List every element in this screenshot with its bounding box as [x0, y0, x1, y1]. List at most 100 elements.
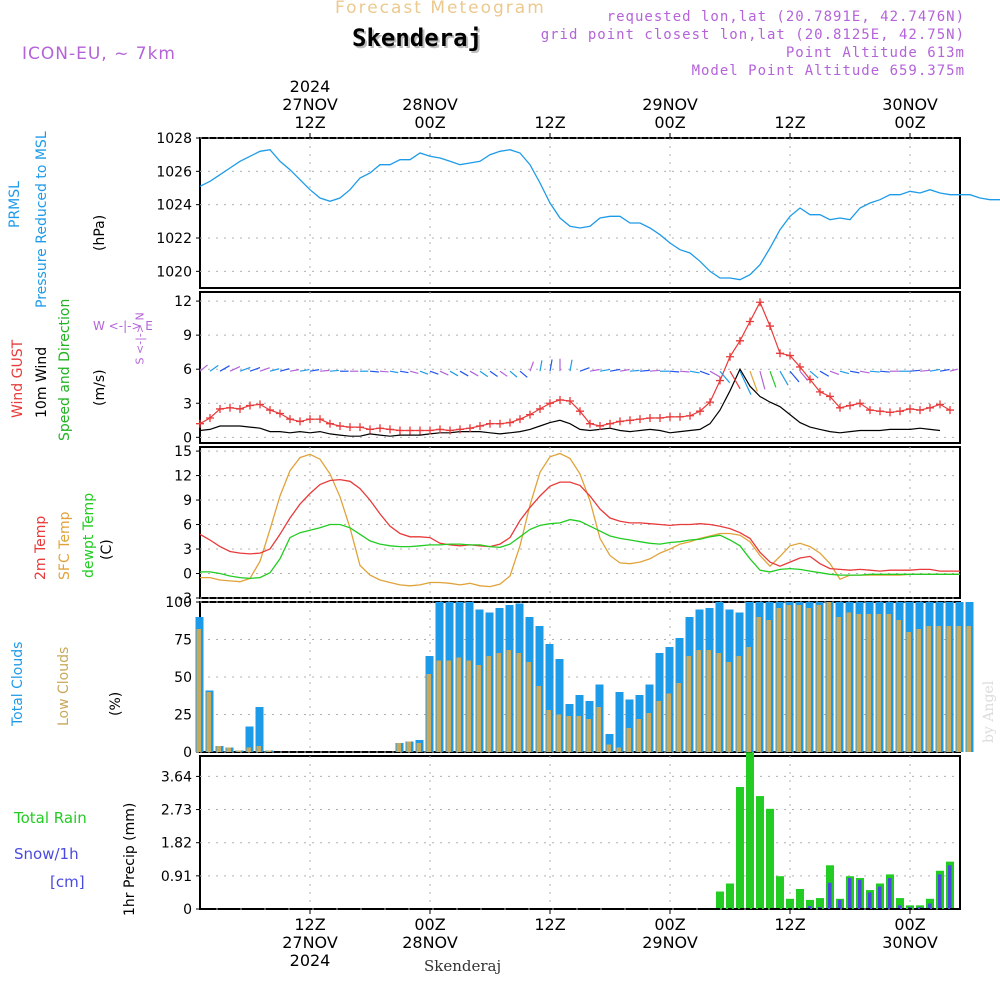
wind-ytick-label: 3: [183, 396, 192, 412]
wind-direction-arrow: [419, 370, 429, 375]
snow-bar: [828, 882, 832, 909]
wind-direction-arrow: [859, 370, 870, 374]
wind-direction-arrow: [929, 368, 941, 372]
low-clouds-bar: [886, 614, 891, 752]
wind-direction-arrow: [799, 370, 809, 381]
precip-total-label: Total Rain: [14, 809, 87, 827]
wind-direction-arrow: [839, 370, 850, 375]
wind-gust-marker: [506, 418, 514, 427]
wind-gust-marker: [416, 426, 424, 435]
wind-direction-arrow: [599, 368, 611, 372]
low-clouds-bar: [736, 656, 741, 752]
low-clouds-bar: [416, 743, 421, 752]
model-label: ICON-EU, ~ 7km: [22, 44, 176, 64]
wind-gust-marker: [856, 399, 864, 408]
low-clouds-bar: [756, 617, 761, 752]
clouds-ytick-label: 75: [174, 633, 192, 649]
low-clouds-bar: [806, 608, 811, 752]
wind-gust-marker: [916, 406, 924, 415]
low-clouds-bar: [856, 614, 861, 752]
wind-direction-arrow: [389, 370, 399, 374]
wind-gust-marker: [316, 415, 324, 424]
wind-ytick-label: 9: [183, 328, 192, 344]
wind-gust-marker: [346, 423, 354, 432]
low-clouds-bar: [676, 683, 681, 752]
wind-direction-arrow: [439, 370, 449, 376]
wind-gust-marker: [466, 424, 474, 433]
low-clouds-bar: [266, 750, 271, 752]
low-clouds-bar: [796, 605, 801, 752]
wind-gust-marker: [546, 399, 554, 408]
wind-gust-marker: [236, 404, 244, 413]
wind-gust-marker: [516, 415, 524, 424]
wind-gust-marker: [616, 417, 624, 426]
wind-direction-arrow: [279, 368, 290, 372]
low-clouds-bar: [656, 701, 661, 752]
wind-gust-marker: [396, 426, 404, 435]
snow-bar: [918, 907, 922, 909]
wind-gust-marker: [936, 400, 944, 409]
low-clouds-bar: [716, 653, 721, 752]
low-clouds-bar: [526, 662, 531, 752]
wind-direction-arrow: [479, 370, 489, 378]
pressure-ytick-label: 1026: [156, 164, 192, 180]
wind-gust-marker: [366, 425, 374, 434]
wind-gust-marker: [776, 349, 784, 358]
wind-direction-arrow: [519, 370, 528, 378]
model-altitude: Model Point Altitude 659.375m: [691, 63, 965, 79]
wind-gust-marker: [206, 414, 214, 423]
snow-bar: [808, 906, 812, 909]
bottom-time-label: 30NOV: [882, 933, 938, 952]
wind-direction-arrow: [789, 370, 800, 383]
pressure-ytick-label: 1024: [156, 198, 192, 214]
top-time-label: 00Z: [414, 113, 445, 132]
clouds-ytick-label: 50: [174, 670, 192, 686]
total-clouds-bar: [255, 707, 264, 752]
wind-gust-marker: [596, 421, 604, 430]
footer-station: Skenderaj: [424, 957, 502, 975]
low-clouds-bar: [486, 656, 491, 752]
total-clouds-bar: [615, 692, 624, 752]
station-title: Skenderaj: [352, 24, 483, 52]
snow-bar: [898, 905, 902, 909]
wind-direction-arrow: [449, 370, 459, 377]
bottom-time-label: 12Z: [774, 915, 805, 934]
wind-gust-marker: [306, 415, 314, 424]
low-clouds-bar: [826, 602, 831, 752]
wind-gust-marker: [566, 396, 574, 405]
low-clouds-bar: [256, 746, 261, 752]
low-clouds-bar: [546, 710, 551, 752]
wind-gust-marker: [606, 419, 614, 428]
wind-direction-arrow: [499, 370, 508, 377]
low-clouds-bar: [466, 660, 471, 752]
rain-bar: [806, 899, 814, 909]
wind-direction-arrow: [919, 369, 931, 372]
wind-gust-marker: [286, 415, 294, 424]
snow-bar: [928, 903, 932, 909]
clouds-ytick-label: 25: [174, 708, 192, 724]
precip-snow-unit: [cm]: [50, 873, 85, 891]
wind-direction-arrow: [679, 370, 690, 373]
wind-gust-marker: [896, 407, 904, 416]
wind-gust-marker: [526, 410, 534, 419]
top-time-label: 29NOV: [642, 95, 698, 114]
bottom-time-label: 12Z: [534, 915, 565, 934]
wind-gust-marker: [496, 419, 504, 428]
wind-direction-arrow: [379, 370, 389, 373]
rain-bar: [756, 796, 764, 909]
snow-bar: [868, 892, 872, 909]
low-clouds-bar: [216, 746, 221, 752]
wind-ytick-label: 6: [183, 362, 192, 378]
pressure-ytick-label: 1020: [156, 264, 192, 280]
top-time-label: 2024: [290, 77, 331, 96]
wind-gust-marker: [756, 298, 764, 307]
wind-gust-marker: [296, 417, 304, 426]
dewpt-temp-line: [200, 518, 960, 580]
top-time-label: 12Z: [774, 113, 805, 132]
low-clouds-bar: [506, 650, 511, 752]
bottom-time-label: 2024: [290, 951, 331, 970]
top-time-label: 12Z: [534, 113, 565, 132]
low-clouds-bar: [686, 656, 691, 752]
rain-bar: [736, 786, 744, 909]
